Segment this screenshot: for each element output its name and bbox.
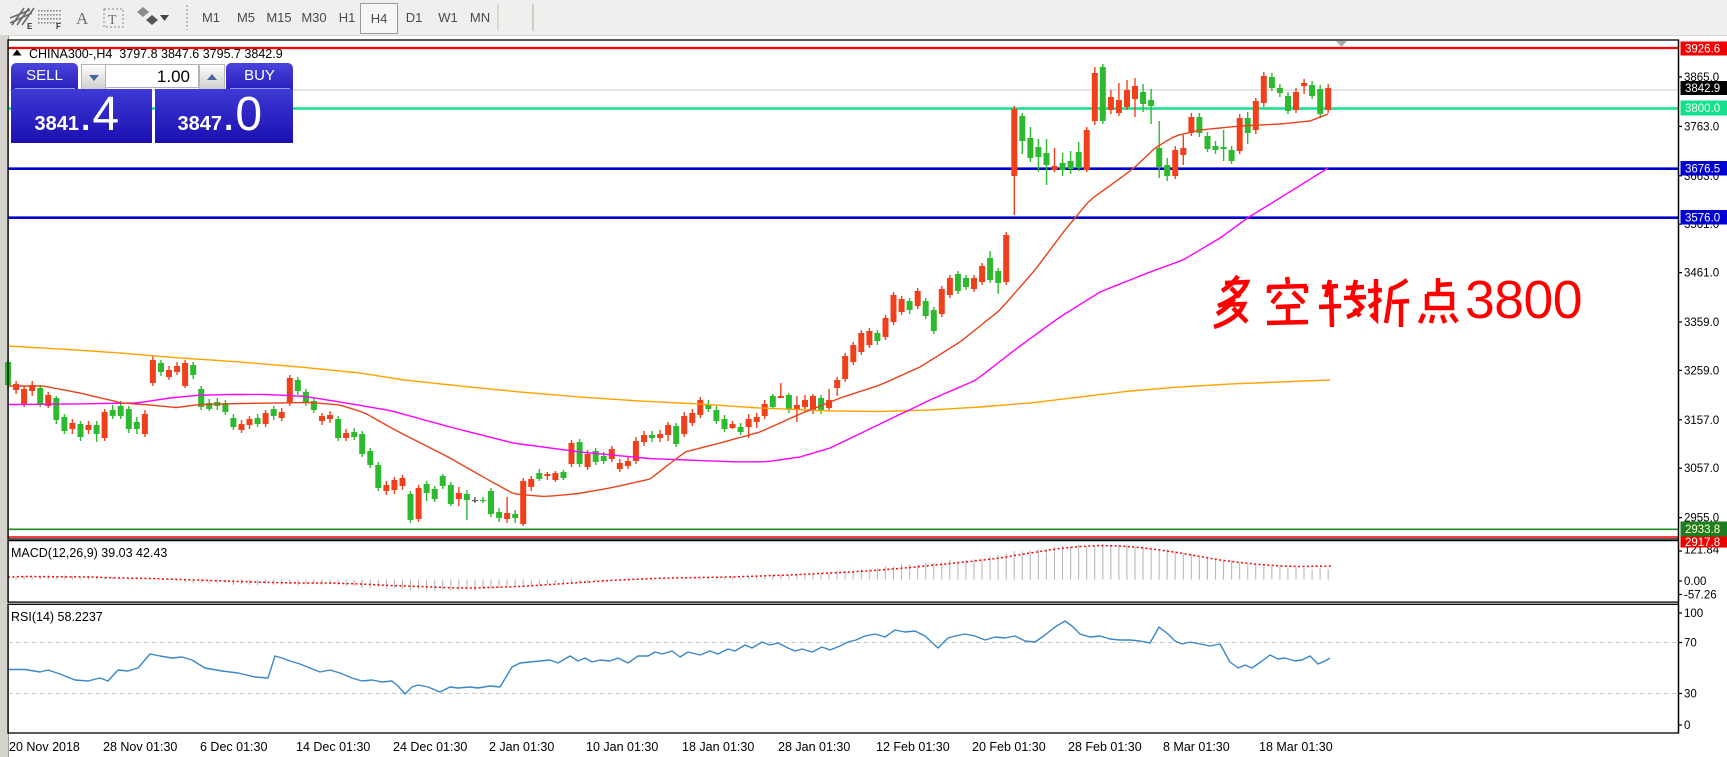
svg-text:0: 0 bbox=[1684, 720, 1690, 732]
svg-text:28 Nov 01:30: 28 Nov 01:30 bbox=[103, 740, 177, 754]
svg-text:F: F bbox=[56, 22, 61, 31]
svg-text:3676.5: 3676.5 bbox=[1685, 163, 1720, 175]
svg-text:10 Jan 01:30: 10 Jan 01:30 bbox=[586, 740, 658, 754]
svg-text:3800: 3800 bbox=[1465, 271, 1582, 330]
svg-text:18 Jan 01:30: 18 Jan 01:30 bbox=[682, 740, 754, 754]
svg-text:70: 70 bbox=[1684, 638, 1697, 650]
svg-text:20 Feb 01:30: 20 Feb 01:30 bbox=[972, 740, 1046, 754]
svg-text:6 Dec 01:30: 6 Dec 01:30 bbox=[200, 740, 267, 754]
svg-text:3157.0: 3157.0 bbox=[1684, 415, 1719, 427]
svg-text:3461.0: 3461.0 bbox=[1684, 268, 1719, 280]
svg-text:100: 100 bbox=[1684, 608, 1703, 620]
svg-text:20 Nov 2018: 20 Nov 2018 bbox=[9, 740, 80, 754]
svg-text:3057.0: 3057.0 bbox=[1684, 463, 1719, 475]
svg-text:MACD(12,26,9) 39.03 42.43: MACD(12,26,9) 39.03 42.43 bbox=[11, 546, 167, 560]
svg-text:-57.26: -57.26 bbox=[1684, 590, 1717, 602]
svg-text:T: T bbox=[108, 13, 117, 28]
svg-text:30: 30 bbox=[1684, 689, 1697, 701]
svg-text:3576.0: 3576.0 bbox=[1685, 212, 1720, 224]
svg-text:3259.0: 3259.0 bbox=[1684, 365, 1719, 377]
svg-text:8 Mar 01:30: 8 Mar 01:30 bbox=[1163, 740, 1230, 754]
svg-text:E: E bbox=[27, 22, 33, 31]
svg-text:3359.0: 3359.0 bbox=[1684, 317, 1719, 329]
svg-text:3926.6: 3926.6 bbox=[1685, 44, 1720, 56]
svg-text:3800.0: 3800.0 bbox=[1685, 103, 1720, 115]
svg-text:28 Feb 01:30: 28 Feb 01:30 bbox=[1068, 740, 1142, 754]
svg-text:24 Dec 01:30: 24 Dec 01:30 bbox=[393, 740, 467, 754]
svg-text:RSI(14) 58.2237: RSI(14) 58.2237 bbox=[11, 610, 103, 624]
svg-text:2917.8: 2917.8 bbox=[1685, 537, 1720, 549]
svg-text:A: A bbox=[76, 9, 89, 28]
svg-text:12 Feb 01:30: 12 Feb 01:30 bbox=[876, 740, 950, 754]
svg-text:3763.0: 3763.0 bbox=[1684, 121, 1719, 133]
svg-text:0.00: 0.00 bbox=[1684, 576, 1706, 588]
svg-text:14 Dec 01:30: 14 Dec 01:30 bbox=[296, 740, 370, 754]
svg-text:CHINA300-,H4 3797.8 3847.6 37: CHINA300-,H4 3797.8 3847.6 3795.7 3842.9 bbox=[29, 47, 283, 61]
svg-text:18 Mar 01:30: 18 Mar 01:30 bbox=[1259, 740, 1333, 754]
svg-text:3842.9: 3842.9 bbox=[1685, 83, 1720, 95]
svg-text:2 Jan 01:30: 2 Jan 01:30 bbox=[489, 740, 554, 754]
svg-text:2933.8: 2933.8 bbox=[1685, 524, 1720, 536]
svg-text:28 Jan 01:30: 28 Jan 01:30 bbox=[778, 740, 850, 754]
